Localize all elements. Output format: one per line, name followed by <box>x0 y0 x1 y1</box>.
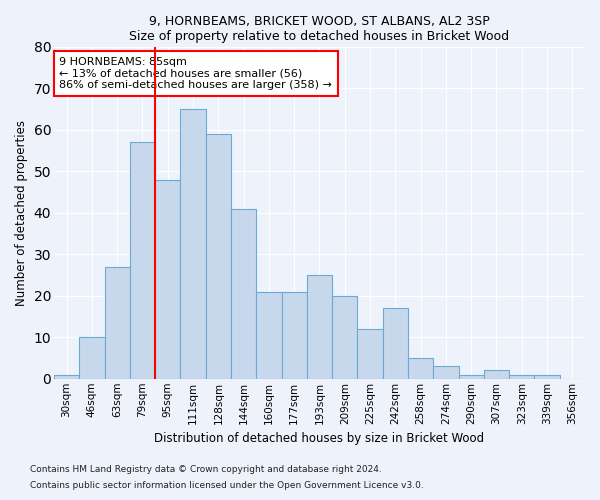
Bar <box>181 109 206 379</box>
Bar <box>256 292 281 379</box>
Title: 9, HORNBEAMS, BRICKET WOOD, ST ALBANS, AL2 3SP
Size of property relative to deta: 9, HORNBEAMS, BRICKET WOOD, ST ALBANS, A… <box>130 15 509 43</box>
Bar <box>231 208 256 379</box>
Text: 9 HORNBEAMS: 85sqm
← 13% of detached houses are smaller (56)
86% of semi-detache: 9 HORNBEAMS: 85sqm ← 13% of detached hou… <box>59 57 332 90</box>
Bar <box>307 275 332 379</box>
Bar <box>281 292 307 379</box>
Bar <box>206 134 231 379</box>
Bar <box>79 338 104 379</box>
Bar <box>408 358 433 379</box>
Bar <box>130 142 155 379</box>
Bar <box>433 366 458 379</box>
Bar <box>458 374 484 379</box>
Bar <box>383 308 408 379</box>
Bar <box>535 374 560 379</box>
Bar <box>54 374 79 379</box>
Bar <box>358 329 383 379</box>
Y-axis label: Number of detached properties: Number of detached properties <box>15 120 28 306</box>
Text: Contains public sector information licensed under the Open Government Licence v3: Contains public sector information licen… <box>30 480 424 490</box>
Bar <box>155 180 181 379</box>
Text: Contains HM Land Registry data © Crown copyright and database right 2024.: Contains HM Land Registry data © Crown c… <box>30 466 382 474</box>
Bar <box>509 374 535 379</box>
X-axis label: Distribution of detached houses by size in Bricket Wood: Distribution of detached houses by size … <box>154 432 485 445</box>
Bar <box>484 370 509 379</box>
Bar <box>104 267 130 379</box>
Bar <box>332 296 358 379</box>
